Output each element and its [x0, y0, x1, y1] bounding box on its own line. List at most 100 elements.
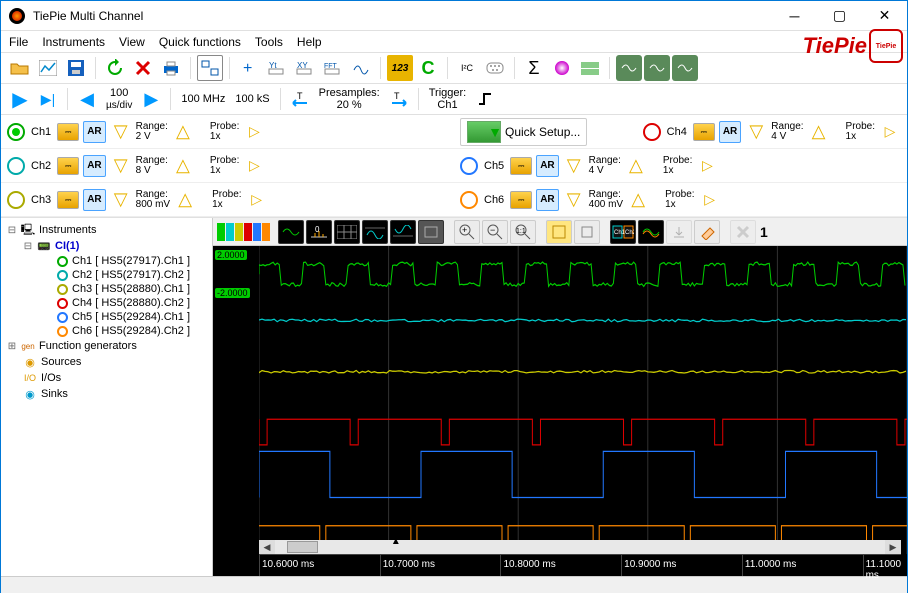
counter-button[interactable]: 123: [387, 55, 413, 81]
ch2-trigger-button[interactable]: ▷: [243, 155, 265, 177]
scroll-right-button[interactable]: ▶: [885, 540, 901, 554]
scope-env-bot-button[interactable]: [390, 220, 416, 244]
ch1-indicator-icon[interactable]: .ch-cell:nth-child(1) .ch-dot::after{bac…: [7, 123, 25, 141]
ch2-range-display[interactable]: Range:8 V: [136, 156, 168, 176]
zoom-out-button[interactable]: −: [482, 220, 508, 244]
ch6-trigger-button[interactable]: ▷: [699, 189, 721, 211]
menu-quickfunctions[interactable]: Quick functions: [159, 35, 241, 49]
measure-button[interactable]: [348, 55, 374, 81]
ch4-probe-display[interactable]: Probe:1x: [846, 122, 875, 142]
erase-button[interactable]: [694, 220, 720, 244]
object-tree[interactable]: ⊟🖳Instruments ⊟📟CI(1) Ch1 [ HS5(27917).C…: [1, 218, 213, 576]
ch4-trigger-button[interactable]: ▷: [879, 121, 901, 143]
clear-button[interactable]: [730, 220, 756, 244]
zoom-in-button[interactable]: +: [454, 220, 480, 244]
cursor-button[interactable]: [546, 220, 572, 244]
tab-ch5[interactable]: [253, 223, 261, 241]
ch4-range-up-button[interactable]: △: [808, 121, 830, 143]
scroll-left-button[interactable]: ◀: [259, 540, 275, 554]
samplerate-display[interactable]: 100 MHz: [177, 93, 229, 105]
ch3-indicator-icon[interactable]: [7, 191, 25, 209]
tab-ch3[interactable]: [235, 223, 243, 241]
scope1-button[interactable]: [616, 55, 642, 81]
presamples-display[interactable]: Presamples: 20 %: [315, 87, 384, 111]
ch4-coupling-button[interactable]: ⎓: [693, 123, 715, 141]
expand-icon[interactable]: ⊟: [23, 241, 33, 252]
tree-sources[interactable]: Sources: [41, 356, 81, 368]
minimize-button[interactable]: ─: [772, 1, 817, 30]
expand-icon[interactable]: ⊞: [7, 341, 17, 352]
compare-button[interactable]: Ch1Ch2: [610, 220, 636, 244]
tree-ch4[interactable]: Ch4 [ HS5(28880).Ch2 ]: [72, 297, 190, 309]
channel-color-tabs[interactable]: [217, 223, 270, 241]
single-button[interactable]: ▶|: [35, 86, 61, 112]
scope-box-button[interactable]: [418, 220, 444, 244]
ch4-indicator-icon[interactable]: [643, 123, 661, 141]
ch4-autorange-button[interactable]: AR: [719, 121, 741, 143]
ch5-range-up-button[interactable]: △: [625, 155, 647, 177]
ch1-probe-display[interactable]: Probe:1x: [210, 122, 239, 142]
timebase-display[interactable]: 100 µs/div: [102, 87, 136, 110]
xy-mode-button[interactable]: XY: [292, 55, 318, 81]
sigma-button[interactable]: Σ: [521, 55, 547, 81]
ch1-range-up-button[interactable]: △: [172, 121, 194, 143]
samplecount-display[interactable]: 100 kS: [231, 93, 273, 105]
ch3-autorange-button[interactable]: AR: [83, 189, 105, 211]
color-wheel-button[interactable]: [549, 55, 575, 81]
open-button[interactable]: [7, 55, 33, 81]
print-button[interactable]: [158, 55, 184, 81]
menu-tools[interactable]: Tools: [255, 35, 283, 49]
level-button[interactable]: [577, 55, 603, 81]
ch2-autorange-button[interactable]: AR: [83, 155, 105, 177]
scope3-button[interactable]: [672, 55, 698, 81]
tree-ch2[interactable]: Ch2 [ HS5(27917).Ch2 ]: [72, 269, 190, 281]
trigger-right-button[interactable]: T: [386, 86, 412, 112]
ch4-range-down-button[interactable]: ▽: [745, 121, 767, 143]
tree-ch3[interactable]: Ch3 [ HS5(28880).Ch1 ]: [72, 283, 190, 295]
ch6-range-display[interactable]: Range:400 mV: [589, 190, 623, 210]
ch3-range-up-button[interactable]: △: [174, 189, 196, 211]
zoom-11-button[interactable]: 1:1: [510, 220, 536, 244]
export-button[interactable]: [666, 220, 692, 244]
delete-button[interactable]: [130, 55, 156, 81]
close-button[interactable]: ✕: [862, 1, 907, 30]
scroll-track[interactable]: ▲: [275, 540, 885, 554]
reload-button[interactable]: [102, 55, 128, 81]
serial-button[interactable]: [482, 55, 508, 81]
tree-ch6[interactable]: Ch6 [ HS5(29284).Ch2 ]: [72, 325, 190, 337]
quick-setup-button[interactable]: Quick Setup...: [460, 118, 587, 146]
timebase-decrease-button[interactable]: ◀: [74, 86, 100, 112]
ch1-autorange-button[interactable]: AR: [83, 121, 105, 143]
yt-mode-button[interactable]: Yt: [264, 55, 290, 81]
tree-ch5[interactable]: Ch5 [ HS5(29284).Ch1 ]: [72, 311, 190, 323]
ch1-range-down-button[interactable]: ▽: [110, 121, 132, 143]
tree-ch1[interactable]: Ch1 [ HS5(27917).Ch1 ]: [72, 255, 190, 267]
tree-ci[interactable]: CI(1): [55, 240, 79, 252]
ch5-trigger-button[interactable]: ▷: [696, 155, 718, 177]
ch2-range-up-button[interactable]: △: [172, 155, 194, 177]
ch2-probe-display[interactable]: Probe:1x: [210, 156, 239, 176]
fft-button[interactable]: FFT: [320, 55, 346, 81]
trigger-marker-icon[interactable]: ▲: [391, 536, 401, 547]
ch3-range-down-button[interactable]: ▽: [110, 189, 132, 211]
tree-instruments[interactable]: Instruments: [39, 224, 96, 236]
add-graph-button[interactable]: +: [236, 55, 262, 81]
ch5-probe-display[interactable]: Probe:1x: [663, 156, 692, 176]
ch6-range-down-button[interactable]: ▽: [563, 189, 585, 211]
tab-ch4[interactable]: [244, 223, 252, 241]
ch1-range-display[interactable]: Range:2 V: [136, 122, 168, 142]
ch1-trigger-button[interactable]: ▷: [243, 121, 265, 143]
tree-ios[interactable]: I/Os: [41, 372, 61, 384]
ch6-coupling-button[interactable]: ⎓: [510, 191, 532, 209]
trigger-edge-button[interactable]: [472, 86, 498, 112]
scope-mode-wave-button[interactable]: [278, 220, 304, 244]
scope2-button[interactable]: [644, 55, 670, 81]
overlay-button[interactable]: [638, 220, 664, 244]
menu-file[interactable]: File: [9, 35, 28, 49]
scope-autofit-button[interactable]: 0: [306, 220, 332, 244]
trigger-source-display[interactable]: Trigger: Ch1: [425, 87, 471, 111]
scope-grid-button[interactable]: [334, 220, 360, 244]
trigger-left-button[interactable]: T: [287, 86, 313, 112]
menu-help[interactable]: Help: [297, 35, 322, 49]
tree-fgen[interactable]: Function generators: [39, 340, 137, 352]
